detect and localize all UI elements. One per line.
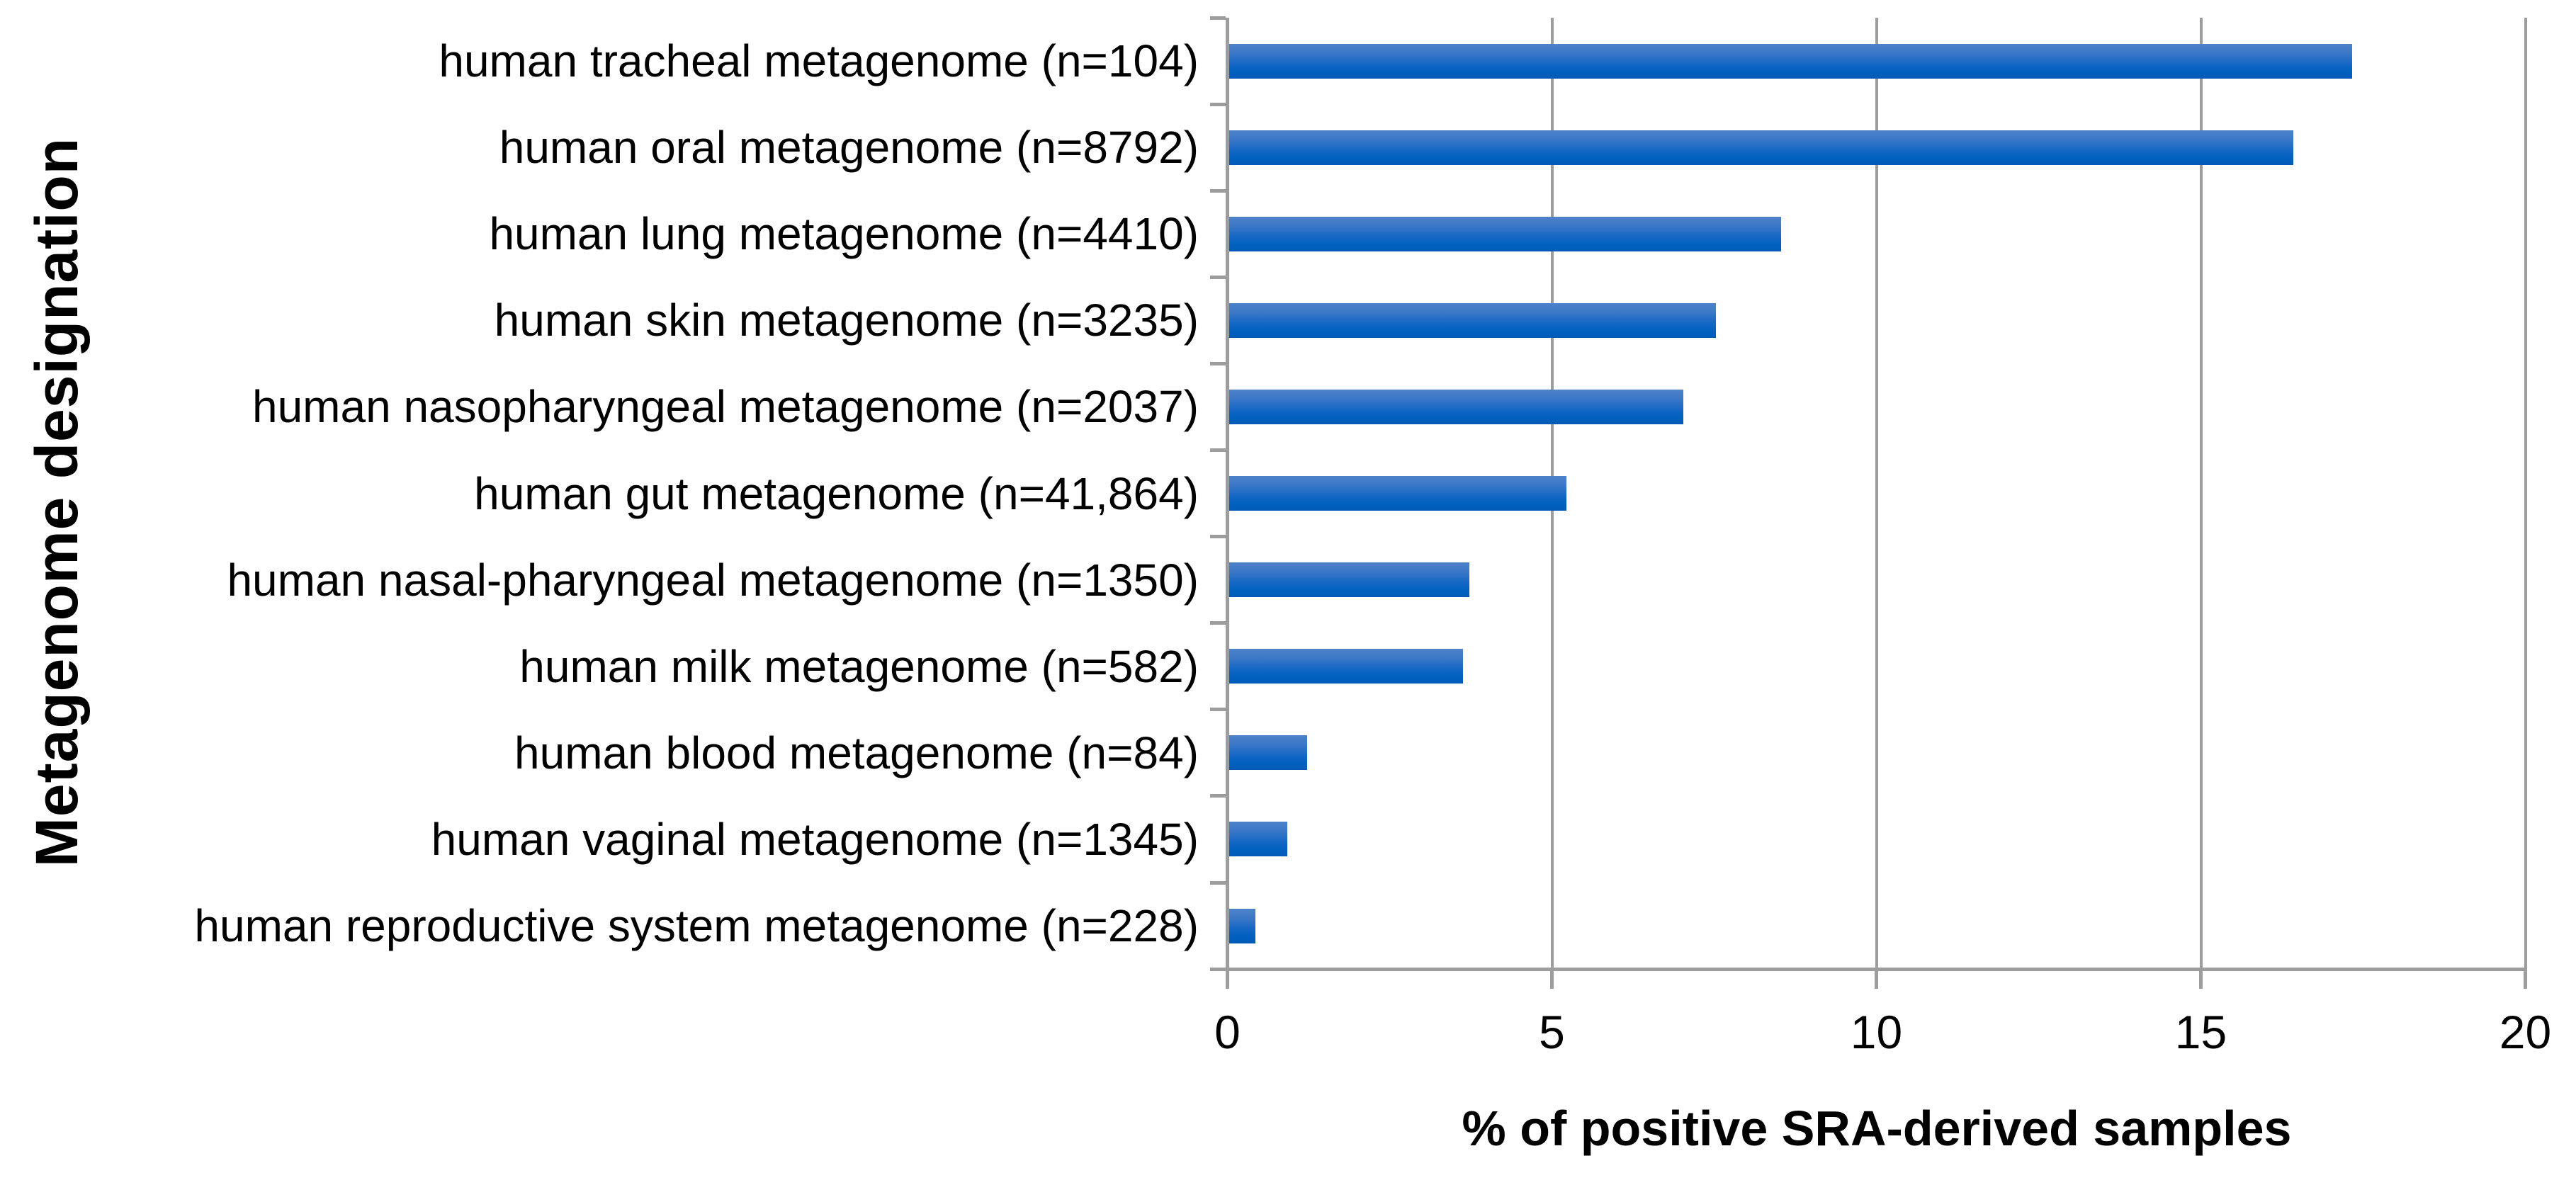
category-label-6: human gut metagenome (n=41,864) [474,467,1199,519]
bar-1 [1229,43,2352,79]
y-axis-title: Metagenome designation [23,137,90,868]
bar-2 [1229,130,2294,165]
y-axis-tick [1210,708,1226,712]
y-axis-tick [1210,361,1226,365]
category-label-3: human lung metagenome (n=4410) [489,208,1199,260]
y-axis-tick [1210,16,1226,20]
y-axis-tick [1210,794,1226,798]
x-axis-title: % of positive SRA-derived samples [1462,1101,2292,1156]
category-label-4: human skin metagenome (n=3235) [494,295,1199,346]
y-axis-tick [1210,102,1226,106]
y-axis-tick [1210,535,1226,539]
x-axis-tick-5 [1550,967,1554,989]
bar-4 [1229,302,1716,338]
y-axis-title-container: Metagenome designation [18,49,96,956]
x-axis-tick-15 [2199,967,2203,989]
y-axis-tick [1210,621,1226,625]
x-axis-tick-20 [2524,967,2527,989]
y-axis-tick [1210,188,1226,193]
y-axis-tick [1210,448,1226,452]
bar-8 [1229,649,1463,684]
gridline-x-20 [2524,18,2527,970]
x-tick-label-10: 10 [1850,1006,1903,1058]
x-tick-label-0: 0 [1214,1006,1241,1058]
category-label-10: human vaginal metagenome (n=1345) [431,813,1199,865]
bar-11 [1229,908,1255,943]
category-label-11: human reproductive system metagenome (n=… [194,900,1199,952]
category-label-7: human nasal-pharyngeal metagenome (n=135… [227,554,1199,606]
bar-9 [1229,735,1307,771]
bar-7 [1229,562,1469,598]
category-label-9: human blood metagenome (n=84) [514,727,1199,778]
y-axis-tick [1210,880,1226,885]
category-label-1: human tracheal metagenome (n=104) [439,35,1199,87]
bar-5 [1229,389,1684,424]
category-label-2: human oral metagenome (n=8792) [499,122,1199,174]
bar-6 [1229,476,1567,511]
y-axis-tick [1210,275,1226,279]
y-axis-tick [1210,967,1226,971]
x-axis-tick-0 [1226,967,1229,989]
x-tick-label-15: 15 [2174,1006,2227,1058]
x-tick-label-20: 20 [2499,1006,2552,1058]
x-axis-tick-10 [1875,967,1878,989]
gridline-x-15 [2199,18,2203,970]
category-label-8: human milk metagenome (n=582) [519,640,1199,692]
category-label-5: human nasopharyngeal metagenome (n=2037) [252,381,1199,433]
gridline-x-10 [1875,18,1878,970]
x-tick-label-5: 5 [1539,1006,1565,1058]
y-axis-line [1226,18,1229,970]
bar-10 [1229,822,1288,857]
bar-3 [1229,216,1781,251]
